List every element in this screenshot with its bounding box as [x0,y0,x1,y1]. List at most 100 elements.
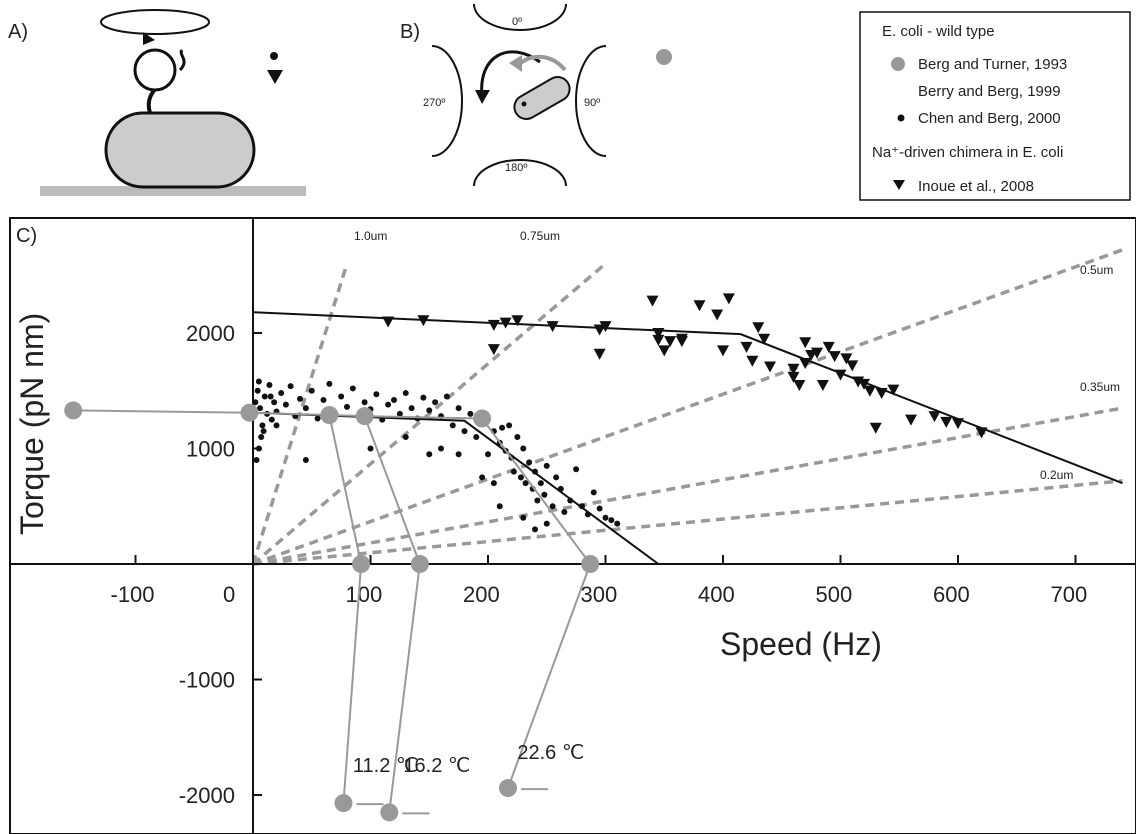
ground-surface [40,186,306,196]
data-point-dot [455,405,462,412]
data-point-triangle [799,358,812,370]
bead [133,48,177,92]
data-point-dot [461,428,468,435]
data-point-dot [520,445,527,452]
data-point-triangle [834,369,847,381]
data-point-dot [268,416,275,423]
x-tick-label: 300 [581,582,618,607]
data-point-gray-circle [64,401,83,420]
data-point-gray-circle [355,407,374,426]
data-point-gray-circle [581,555,600,573]
data-point-triangle [875,388,888,400]
panel-b-label: B) [400,21,420,43]
plot-area [251,248,1124,566]
cell-body [104,111,256,189]
bead-load-line [252,406,1123,566]
data-point-dot [553,474,560,481]
data-point-dot [255,378,262,385]
data-point-dot [449,422,456,429]
x-tick-label: 400 [698,582,735,607]
rotation-arrow-gray [517,54,567,72]
data-point-triangle [940,416,953,428]
data-point-triangle [975,427,988,439]
data-point-dot [590,489,597,496]
angle-270: 270º [423,97,445,109]
data-point-gray-circle [410,555,429,573]
x-axis-label: Speed (Hz) [720,626,882,662]
angle-180: 180º [505,162,527,174]
data-point-dot [485,451,491,458]
data-point-triangle [593,348,606,360]
data-point-dot [432,399,439,406]
data-point-dot [326,380,333,387]
bead-load-label: 0.75um [520,229,560,243]
data-point-dot [490,480,497,487]
data-point-triangle [905,414,917,426]
data-point-dot [479,474,486,481]
bead-load-line [252,248,1124,566]
data-point-dot [320,396,327,403]
data-point-dot [561,509,568,516]
data-point-triangle [869,422,882,434]
data-point-gray-circle [334,794,353,813]
data-point-triangle [846,360,859,372]
temperature-label: 22.6 ℃ [517,742,584,764]
data-point-dot [426,451,433,458]
x-tick-label: -100 [111,582,155,607]
x-tick-label: 700 [1051,582,1088,607]
data-point-dot [254,387,261,394]
legend-entry-2: Berry and Berg, 1999 [918,83,1061,100]
data-point-dot [338,393,345,400]
data-point-dot [510,468,517,475]
data-point-dot [271,399,278,406]
data-point-triangle [646,295,659,307]
data-point-triangle [593,324,606,336]
angle-0: 0º [512,16,522,28]
bead-load-line [251,262,607,566]
y-tick-label: -1000 [179,668,235,693]
data-point-dot [260,428,267,435]
data-point-dot [532,468,538,475]
data-point-dot [302,457,309,464]
data-point-dot [496,503,503,510]
data-point-dot [517,474,524,481]
data-point-dot [567,497,574,504]
data-point-gray-circle [498,779,517,798]
data-point-dot [543,462,550,469]
data-point-dot [302,405,309,412]
data-point-triangle [793,379,806,391]
data-point-triangle [675,333,688,345]
legend-box [859,11,1131,201]
data-point-dot [402,390,409,397]
legend-wild-type-header: E. coli - wild type [882,23,995,40]
legend-entry-4: Inoue et al., 2008 [918,178,1034,195]
data-point-dot [420,394,427,401]
data-point-dot [541,491,548,498]
bead-load-label: 0.35um [1080,380,1120,394]
data-point-triangle [863,385,876,397]
data-point-dot [584,511,591,518]
data-point-dot [278,390,285,397]
y-tick-label: -2000 [179,783,235,808]
fit-line [252,311,1123,485]
data-point-triangle [840,353,853,365]
data-point-dot [426,407,433,414]
data-point-triangle [487,319,500,331]
data-point-triangle [764,361,776,373]
data-point-triangle [787,363,800,375]
data-point-dot [596,505,603,512]
data-point-dot [514,433,521,440]
data-point-dot [267,393,274,400]
data-point-dot [253,457,260,464]
data-point-gray-circle [473,409,492,428]
data-point-triangle [799,337,812,349]
gray-connector-line [328,414,363,565]
data-point-dot [614,520,621,527]
panel-a-label: A) [8,21,28,43]
data-point-triangle [664,336,677,348]
data-point-dot [602,514,609,521]
data-point-dot [579,503,585,510]
gray-connector-line [507,563,592,789]
legend-gray-circle-marker [891,57,905,71]
